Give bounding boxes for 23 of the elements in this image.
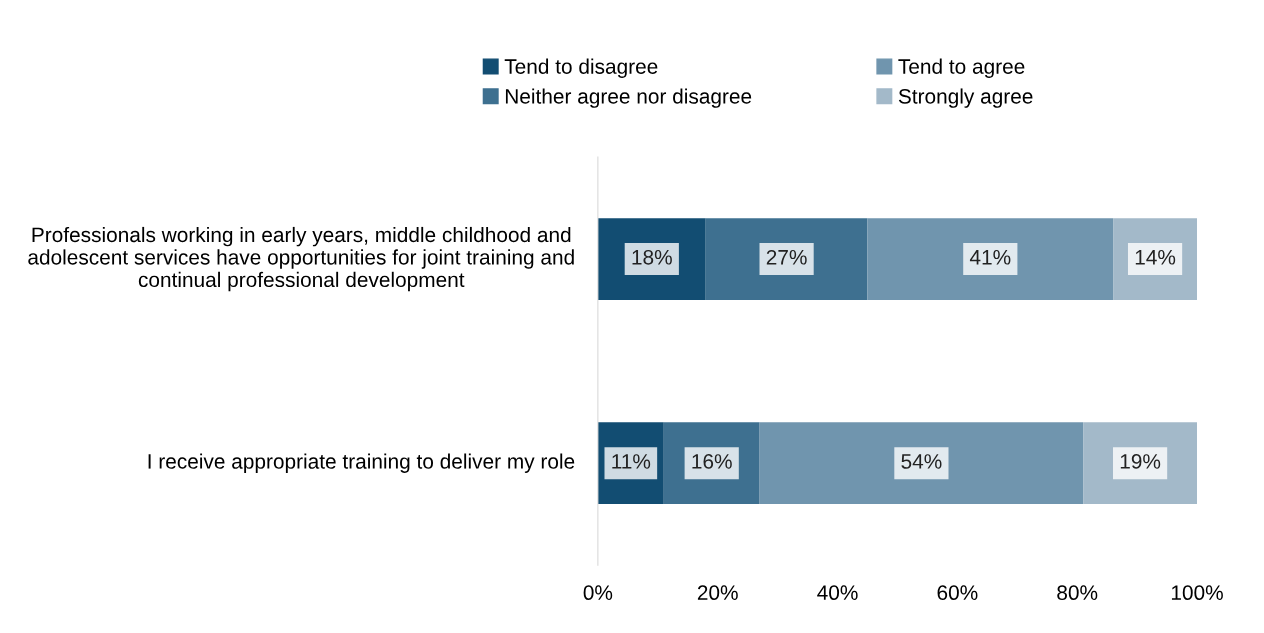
- x-tick-label: 100%: [1171, 585, 1223, 601]
- data-label: 27%: [766, 249, 807, 265]
- legend-label: Strongly agree: [898, 88, 1033, 108]
- y-tick-label: I receive appropriate training to deliver my role: [148, 453, 575, 473]
- x-tick-label: 60%: [937, 585, 978, 601]
- bar: [705, 218, 868, 300]
- data-label: 54%: [901, 454, 942, 469]
- bar: [867, 218, 1114, 300]
- x-tick-label: 0%: [583, 585, 613, 601]
- x-tick-label: 20%: [697, 585, 738, 601]
- x-tick-label: 40%: [817, 585, 858, 601]
- data-label: 41%: [969, 249, 1011, 265]
- data-label: 14%: [1135, 249, 1176, 265]
- x-tick-label: 80%: [1057, 585, 1098, 601]
- data-label: 18%: [632, 249, 672, 265]
- legend-label: Tend to disagree: [504, 58, 658, 79]
- legend-label: Neither agree nor disagree: [505, 88, 752, 108]
- y-tick-label: Professionals working in early years, middle childhood and adolescent services have opportunities for joint training and continual professional development: [28, 226, 574, 292]
- legend-label: Tend to agree: [898, 58, 1025, 79]
- data-label: 11%: [612, 454, 651, 469]
- bar: [759, 422, 1084, 505]
- data-label: 16%: [692, 454, 732, 469]
- data-label: 19%: [1120, 454, 1161, 469]
